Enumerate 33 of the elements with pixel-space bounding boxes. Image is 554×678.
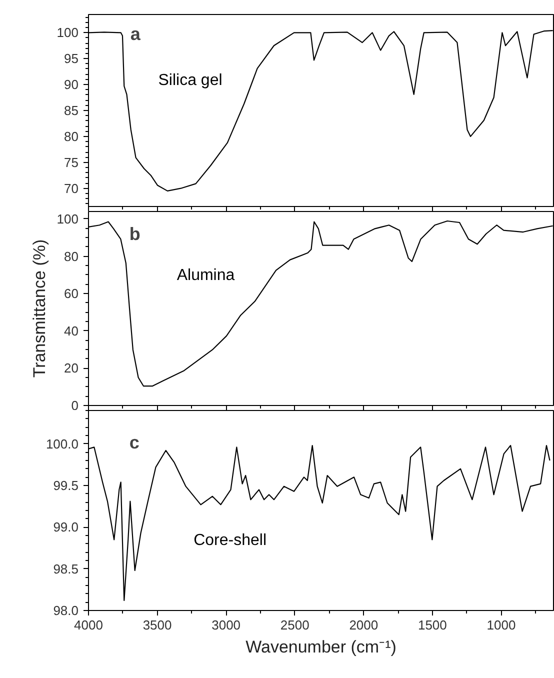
y-tick-label: 99.5: [53, 478, 79, 493]
y-tick-label: 20: [64, 360, 79, 376]
y-tick-label: 98.0: [53, 603, 79, 618]
x-tick-label: 1000: [486, 618, 516, 632]
x-tick-label: 4000: [74, 618, 103, 632]
series-label: Alumina: [176, 267, 235, 284]
y-tick-label: 70: [64, 180, 79, 196]
x-tick-label: 2000: [349, 618, 378, 632]
y-tick-label: 80: [64, 248, 79, 264]
text: a: [130, 24, 142, 44]
x-tick-label: 3500: [142, 618, 172, 632]
x-tick-label: 2500: [280, 618, 310, 632]
y-tick-label: 100: [56, 211, 79, 226]
series-label: Core-shell: [194, 532, 267, 549]
y-axis-title: Transmittance (%): [30, 239, 49, 378]
y-tick-label: 0: [71, 398, 79, 413]
y-tick-label: 40: [64, 323, 79, 338]
y-tick-label: 80: [64, 128, 79, 144]
y-tick-label: 100.0: [46, 436, 79, 452]
text: c: [129, 432, 140, 452]
y-tick-label: 90: [64, 77, 79, 92]
y-tick-label: 99.0: [53, 520, 79, 535]
y-tick-label: 75: [64, 154, 79, 170]
x-tick-label: 1500: [418, 618, 447, 632]
y-tick-label: 85: [64, 103, 79, 118]
x-axis-title: Wavenumber (cm⁻¹): [246, 638, 396, 656]
x-tick-label: 3000: [212, 618, 241, 632]
y-tick-label: 95: [64, 51, 79, 66]
y-tick-label: 60: [64, 286, 79, 302]
text: b: [129, 224, 140, 244]
y-tick-label: 98.5: [53, 561, 79, 576]
series-label: Silica gel: [158, 72, 222, 90]
y-tick-label: 100: [56, 25, 79, 40]
